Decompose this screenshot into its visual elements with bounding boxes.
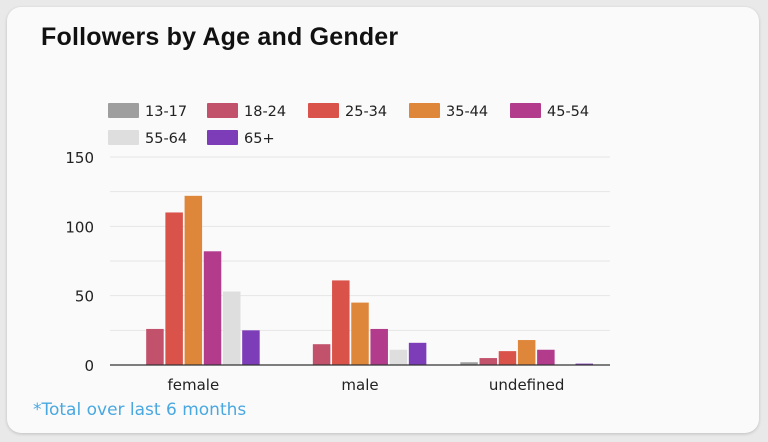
legend-swatch-13-17 [108, 103, 139, 118]
bar-female-45-54 [203, 251, 222, 365]
bar-female-65+ [242, 330, 260, 365]
legend-swatch-35-44 [409, 103, 440, 118]
bar-male-55-64 [389, 349, 408, 365]
legend-swatch-65+ [207, 130, 238, 145]
legend-label-45-54: 45-54 [547, 104, 589, 120]
bar-male-25-34 [332, 280, 350, 365]
y-tick-label: 100 [65, 218, 94, 236]
bar-undefined-65+ [575, 363, 594, 365]
bar-undefined-18-24 [479, 358, 498, 365]
bar-undefined-35-44 [517, 340, 536, 365]
legend-swatch-18-24 [207, 103, 238, 118]
legend-swatch-25-34 [308, 103, 339, 118]
y-tick-label: 150 [65, 149, 94, 167]
chart-title: Followers by Age and Gender [41, 23, 399, 51]
footnote: *Total over last 6 months [33, 400, 247, 420]
bar-female-35-44 [184, 195, 203, 365]
legend-swatch-45-54 [510, 103, 541, 118]
legend-swatch-55-64 [108, 130, 139, 145]
bar-female-55-64 [222, 291, 241, 365]
bar-male-18-24 [312, 344, 331, 365]
legend-label-25-34: 25-34 [345, 104, 387, 120]
legend-label-65+: 65+ [244, 131, 275, 147]
x-tick-label: female [167, 376, 219, 394]
x-tick-label: male [341, 376, 378, 394]
x-tick-label: undefined [489, 376, 564, 394]
legend-label-55-64: 55-64 [145, 131, 187, 147]
legend-label-18-24: 18-24 [244, 104, 286, 120]
bar-undefined-45-54 [537, 349, 555, 365]
bar-female-25-34 [165, 212, 183, 365]
y-tick-label: 0 [84, 357, 94, 375]
bar-female-18-24 [146, 328, 164, 365]
legend-label-35-44: 35-44 [446, 104, 488, 120]
bar-undefined-13-17 [460, 362, 478, 365]
bar-male-35-44 [351, 302, 369, 365]
legend-label-13-17: 13-17 [145, 104, 187, 120]
y-tick-label: 50 [75, 288, 94, 306]
bar-undefined-25-34 [498, 351, 517, 365]
bar-male-65+ [408, 342, 427, 365]
bar-male-45-54 [370, 328, 388, 365]
